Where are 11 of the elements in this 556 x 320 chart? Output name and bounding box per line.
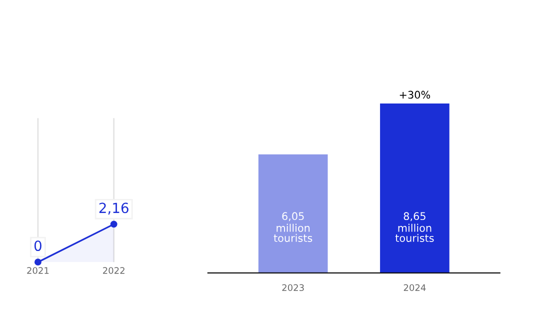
data-label: 0: [34, 240, 42, 252]
annotation: +30%: [400, 90, 430, 99]
x-tick-label: 2023: [282, 284, 304, 292]
annotation: million tourists: [395, 224, 434, 242]
x-tick-label: 2024: [404, 284, 426, 292]
data-label: 2,16: [99, 202, 128, 215]
x-tick-label: 2022: [103, 267, 124, 274]
data-label: 6,05: [282, 212, 304, 222]
annotation: million tourists: [274, 224, 312, 242]
data-label: 8,65: [404, 212, 426, 222]
x-tick-label: 2021: [27, 267, 49, 274]
